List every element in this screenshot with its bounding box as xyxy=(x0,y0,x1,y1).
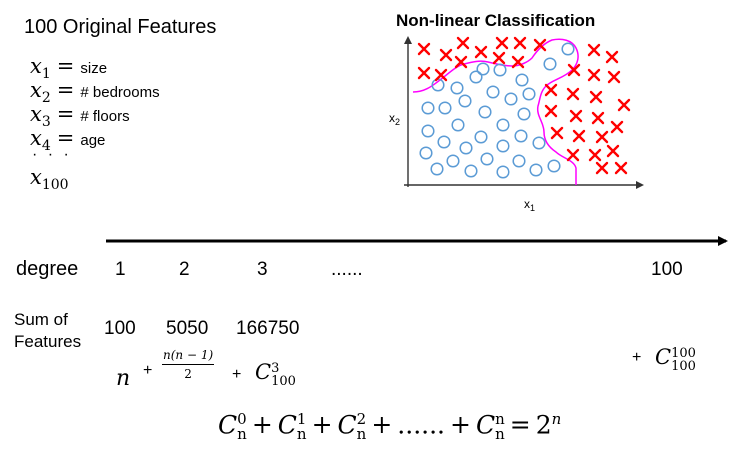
feature-item: x2 = # bedrooms xyxy=(30,78,160,106)
sum-label: Sum of Features xyxy=(14,310,82,351)
cross-point xyxy=(617,98,631,112)
cross-point xyxy=(588,148,602,162)
cross-point xyxy=(417,66,431,80)
cross-point xyxy=(550,126,564,140)
cross-point xyxy=(474,45,488,59)
feature-item: x1 = size xyxy=(30,54,108,82)
degree-label: degree xyxy=(16,258,79,280)
cross-point xyxy=(495,36,509,50)
class-circles xyxy=(419,42,575,179)
plot-y-label: x2 xyxy=(389,111,401,127)
circle-point xyxy=(532,136,546,150)
circle-point xyxy=(486,85,500,99)
plot-x-label: x1 xyxy=(524,197,536,213)
cross-point xyxy=(589,90,603,104)
n-term: n xyxy=(116,366,131,391)
cross-point xyxy=(587,68,601,82)
cross-point xyxy=(605,50,619,64)
circle-point xyxy=(474,130,488,144)
plus-sign: + xyxy=(143,362,153,379)
circle-point xyxy=(514,129,528,143)
circle-point xyxy=(421,101,435,115)
circle-point xyxy=(496,165,510,179)
degree-tick: 2 xyxy=(179,259,190,280)
cross-point xyxy=(607,70,621,84)
circle-point xyxy=(421,124,435,138)
feature-last: x100 xyxy=(30,165,69,193)
circle-point xyxy=(515,73,529,87)
class-crosses xyxy=(417,36,631,175)
degree-tick: 100 xyxy=(651,259,683,280)
degree-tick: 3 xyxy=(257,259,268,280)
cross-point xyxy=(544,83,558,97)
plus-sign: + xyxy=(632,349,642,366)
circle-point xyxy=(430,162,444,176)
cross-point xyxy=(614,161,628,175)
cross-point xyxy=(591,111,605,125)
circle-point xyxy=(478,105,492,119)
cross-point xyxy=(572,129,586,143)
cross-point xyxy=(566,87,580,101)
cross-point xyxy=(544,104,558,118)
circle-point xyxy=(450,81,464,95)
cross-point xyxy=(569,109,583,123)
circle-point xyxy=(476,62,490,76)
cross-point xyxy=(533,38,547,52)
sum-value: 166750 xyxy=(236,318,300,339)
plot-title: Non-linear Classification xyxy=(396,11,596,30)
cross-point xyxy=(513,36,527,50)
feature-item: x4 = age xyxy=(30,126,106,154)
cross-point xyxy=(566,148,580,162)
circle-point xyxy=(459,141,473,155)
decision-boundary xyxy=(412,38,579,185)
circle-point xyxy=(437,135,451,149)
cross-point xyxy=(434,68,448,82)
cross-point xyxy=(595,161,609,175)
circle-point xyxy=(496,139,510,153)
circle-point xyxy=(547,159,561,173)
features-title: 100 Original Features xyxy=(24,16,217,38)
circle-point xyxy=(451,118,465,132)
cross-point xyxy=(417,42,431,56)
cross-point xyxy=(456,36,470,50)
circle-point xyxy=(458,94,472,108)
circle-point xyxy=(543,57,557,71)
cross-point xyxy=(610,120,624,134)
cross-point xyxy=(492,51,506,65)
fraction-term: n(n − 1) 2 xyxy=(162,348,215,381)
cross-point xyxy=(511,55,525,69)
feature-item: x3 = # floors xyxy=(30,102,130,130)
circle-point xyxy=(446,154,460,168)
sum-value: 5050 xyxy=(166,318,209,339)
cross-point xyxy=(595,130,609,144)
combination-c100-term: C 100 100 xyxy=(655,345,696,374)
circle-point xyxy=(480,152,494,166)
circle-point xyxy=(469,70,483,84)
circle-point xyxy=(493,63,507,77)
circle-point xyxy=(517,107,531,121)
circle-point xyxy=(496,118,510,132)
circle-point xyxy=(504,92,518,106)
circle-point xyxy=(438,101,452,115)
circle-point xyxy=(561,42,575,56)
circle-point xyxy=(529,163,543,177)
cross-point xyxy=(439,48,453,62)
degree-tick-ellipsis: ...... xyxy=(331,259,363,280)
combination-c3-term: C 3 100 xyxy=(255,360,296,389)
circle-point xyxy=(419,146,433,160)
cross-point xyxy=(567,63,581,77)
circle-point xyxy=(512,154,526,168)
circle-point xyxy=(522,87,536,101)
degree-tick: 1 xyxy=(115,259,126,280)
cross-point xyxy=(606,144,620,158)
circle-point xyxy=(464,164,478,178)
plus-sign: + xyxy=(232,366,242,383)
cross-point xyxy=(587,43,601,57)
cross-point xyxy=(454,55,468,69)
sum-value: 100 xyxy=(104,318,136,339)
features-ellipsis: · · · xyxy=(32,146,72,163)
